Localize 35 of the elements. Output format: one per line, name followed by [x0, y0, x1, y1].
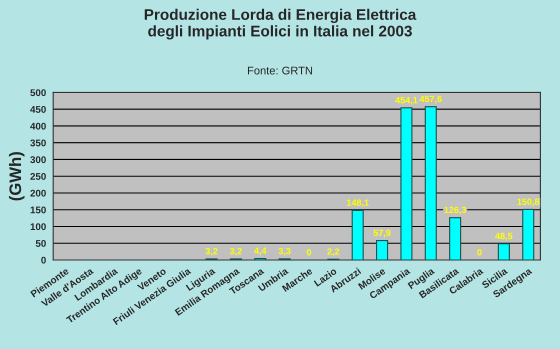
data-label: 150,8 — [517, 198, 540, 206]
y-tick-label: 500 — [30, 89, 46, 96]
data-label: 4,4 — [254, 248, 266, 256]
y-tick-label: 100 — [30, 223, 46, 230]
y-axis-title: (GWh) — [8, 152, 24, 200]
data-label: 3,2 — [230, 248, 242, 256]
bar — [400, 107, 412, 260]
data-label: 148,1 — [346, 199, 369, 208]
y-tick-label: 350 — [30, 139, 46, 146]
data-label: 3,3 — [278, 248, 291, 256]
bar — [449, 217, 462, 260]
bar — [424, 106, 437, 260]
data-label: 2,2 — [327, 248, 340, 256]
bar — [352, 210, 364, 260]
y-tick-label: 200 — [30, 190, 46, 197]
data-label: 0 — [477, 249, 482, 256]
y-tick-label: 0 — [41, 256, 46, 264]
data-label: 454,1 — [395, 97, 418, 105]
y-tick-label: 250 — [30, 172, 46, 180]
data-label: 457,6 — [420, 96, 442, 104]
y-tick-label: 150 — [30, 206, 46, 214]
y-tick-label: 450 — [30, 106, 46, 113]
y-tick-label: 50 — [36, 240, 46, 247]
y-tick-label: 300 — [30, 156, 46, 164]
data-label: 126,3 — [444, 206, 466, 214]
bar — [498, 243, 510, 260]
chart-subtitle: Fonte: GRTN — [248, 66, 312, 74]
bar — [376, 240, 388, 260]
bar — [522, 208, 534, 260]
data-label: 48,5 — [495, 232, 512, 240]
data-label: 3,2 — [205, 248, 218, 256]
y-tick-label: 400 — [30, 122, 46, 130]
data-label: 57,9 — [374, 230, 391, 238]
chart-title: Produzione Lorda di Energia Elettrica degli Impianti Eolici in Italia nel 2003 — [144, 8, 416, 40]
data-label: 0 — [306, 249, 312, 256]
